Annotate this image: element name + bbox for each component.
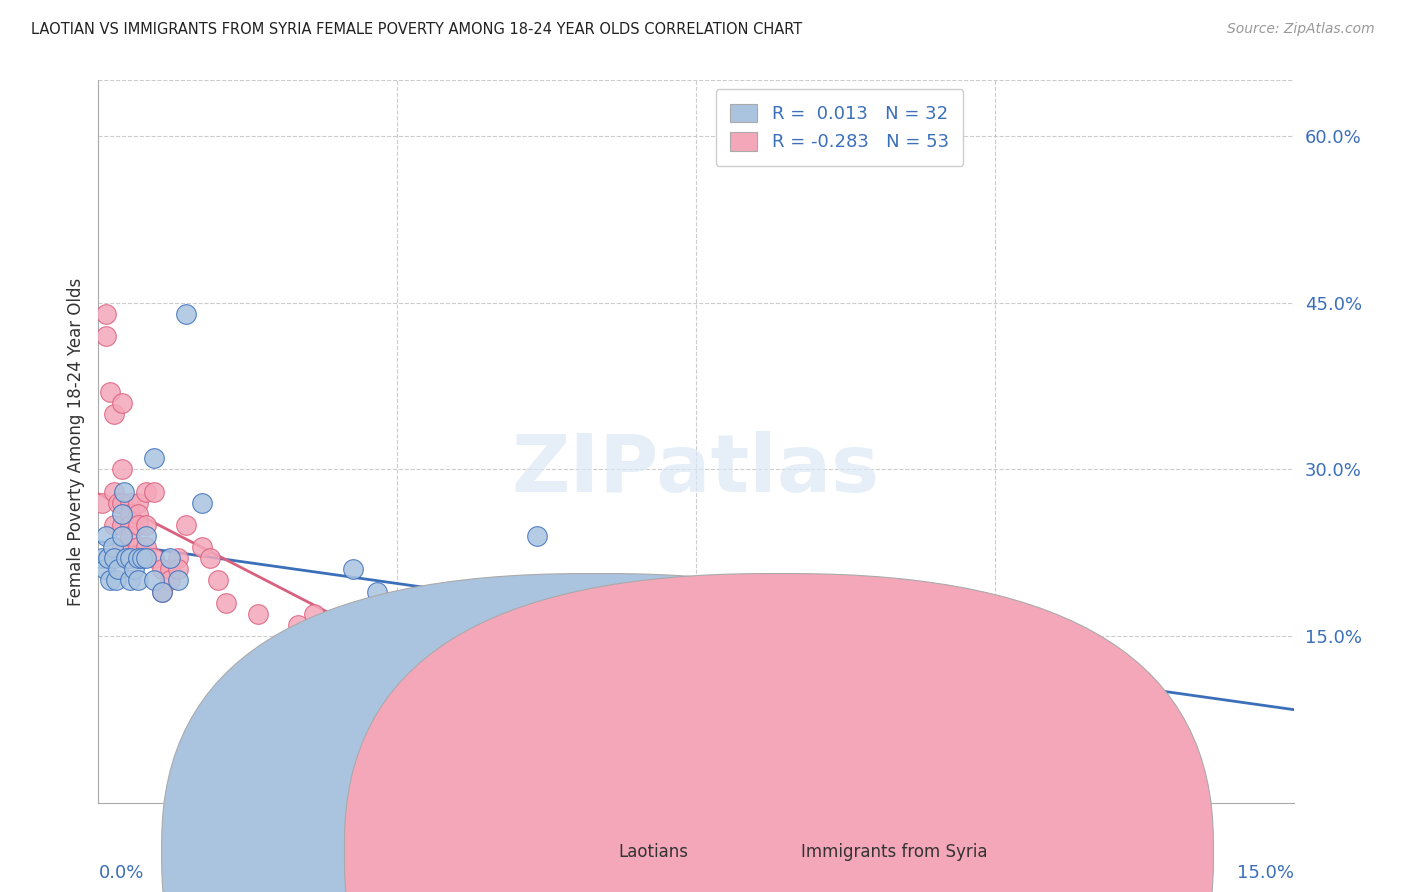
Point	[103, 517, 125, 532]
Point	[174, 517, 197, 532]
Point	[103, 407, 125, 421]
Point	[120, 496, 142, 510]
Point	[135, 540, 157, 554]
Point	[98, 574, 122, 588]
Point	[150, 584, 173, 599]
Point	[174, 307, 197, 321]
Point	[91, 496, 114, 510]
Point	[335, 740, 357, 755]
Text: Laotians: Laotians	[619, 843, 689, 861]
Point	[120, 517, 142, 532]
Point	[159, 574, 181, 588]
Legend: R =  0.013   N = 32, R = -0.283   N = 53: R = 0.013 N = 32, R = -0.283 N = 53	[716, 89, 963, 166]
Point	[127, 551, 149, 566]
Point	[526, 751, 548, 765]
Point	[143, 551, 166, 566]
Point	[120, 574, 142, 588]
Point	[115, 551, 138, 566]
Point	[127, 507, 149, 521]
Text: Source: ZipAtlas.com: Source: ZipAtlas.com	[1227, 22, 1375, 37]
Text: 15.0%: 15.0%	[1236, 864, 1294, 882]
Point	[111, 496, 134, 510]
Point	[135, 551, 157, 566]
Point	[565, 684, 588, 698]
Point	[150, 562, 173, 576]
Point	[96, 329, 118, 343]
Y-axis label: Female Poverty Among 18-24 Year Olds: Female Poverty Among 18-24 Year Olds	[66, 277, 84, 606]
Point	[111, 395, 134, 409]
Point	[127, 496, 149, 510]
Point	[246, 607, 269, 621]
Point	[111, 529, 134, 543]
Text: ZIPatlas: ZIPatlas	[512, 432, 880, 509]
Point	[131, 551, 153, 566]
Point	[302, 607, 325, 621]
Point	[167, 562, 190, 576]
Point	[215, 596, 238, 610]
Point	[1043, 651, 1066, 665]
Point	[605, 629, 627, 643]
Text: Immigrants from Syria: Immigrants from Syria	[801, 843, 988, 861]
Point	[533, 607, 555, 621]
Point	[98, 384, 122, 399]
Point	[127, 517, 149, 532]
Point	[167, 551, 190, 566]
Point	[326, 729, 349, 743]
Point	[294, 640, 316, 655]
Point	[111, 462, 134, 476]
Point	[96, 307, 118, 321]
Point	[120, 529, 142, 543]
Point	[107, 562, 129, 576]
Point	[143, 484, 166, 499]
Point	[103, 484, 125, 499]
Text: LAOTIAN VS IMMIGRANTS FROM SYRIA FEMALE POVERTY AMONG 18-24 YEAR OLDS CORRELATIO: LAOTIAN VS IMMIGRANTS FROM SYRIA FEMALE …	[31, 22, 803, 37]
Point	[103, 551, 125, 566]
Point	[191, 540, 214, 554]
Point	[628, 696, 651, 710]
Point	[135, 529, 157, 543]
Point	[526, 529, 548, 543]
Point	[111, 517, 134, 532]
Point	[143, 574, 166, 588]
Point	[91, 551, 114, 566]
Point	[120, 551, 142, 566]
Point	[104, 574, 127, 588]
Point	[350, 751, 373, 765]
Point	[94, 562, 117, 576]
Point	[287, 618, 309, 632]
Text: 0.0%: 0.0%	[98, 864, 143, 882]
Point	[101, 540, 124, 554]
Point	[127, 540, 149, 554]
Point	[120, 507, 142, 521]
Point	[135, 484, 157, 499]
Point	[159, 551, 181, 566]
Point	[342, 562, 364, 576]
Point	[112, 484, 135, 499]
Point	[97, 551, 120, 566]
Point	[143, 451, 166, 466]
Point	[366, 584, 388, 599]
Point	[111, 507, 134, 521]
Point	[207, 574, 229, 588]
Point	[191, 496, 214, 510]
Point	[127, 574, 149, 588]
Point	[198, 551, 221, 566]
Point	[645, 740, 668, 755]
Point	[167, 574, 190, 588]
Point	[96, 529, 118, 543]
Point	[107, 496, 129, 510]
Point	[111, 540, 134, 554]
Point	[124, 562, 146, 576]
Point	[150, 584, 173, 599]
Point	[550, 729, 572, 743]
Point	[159, 562, 181, 576]
Point	[135, 517, 157, 532]
Point	[389, 640, 412, 655]
